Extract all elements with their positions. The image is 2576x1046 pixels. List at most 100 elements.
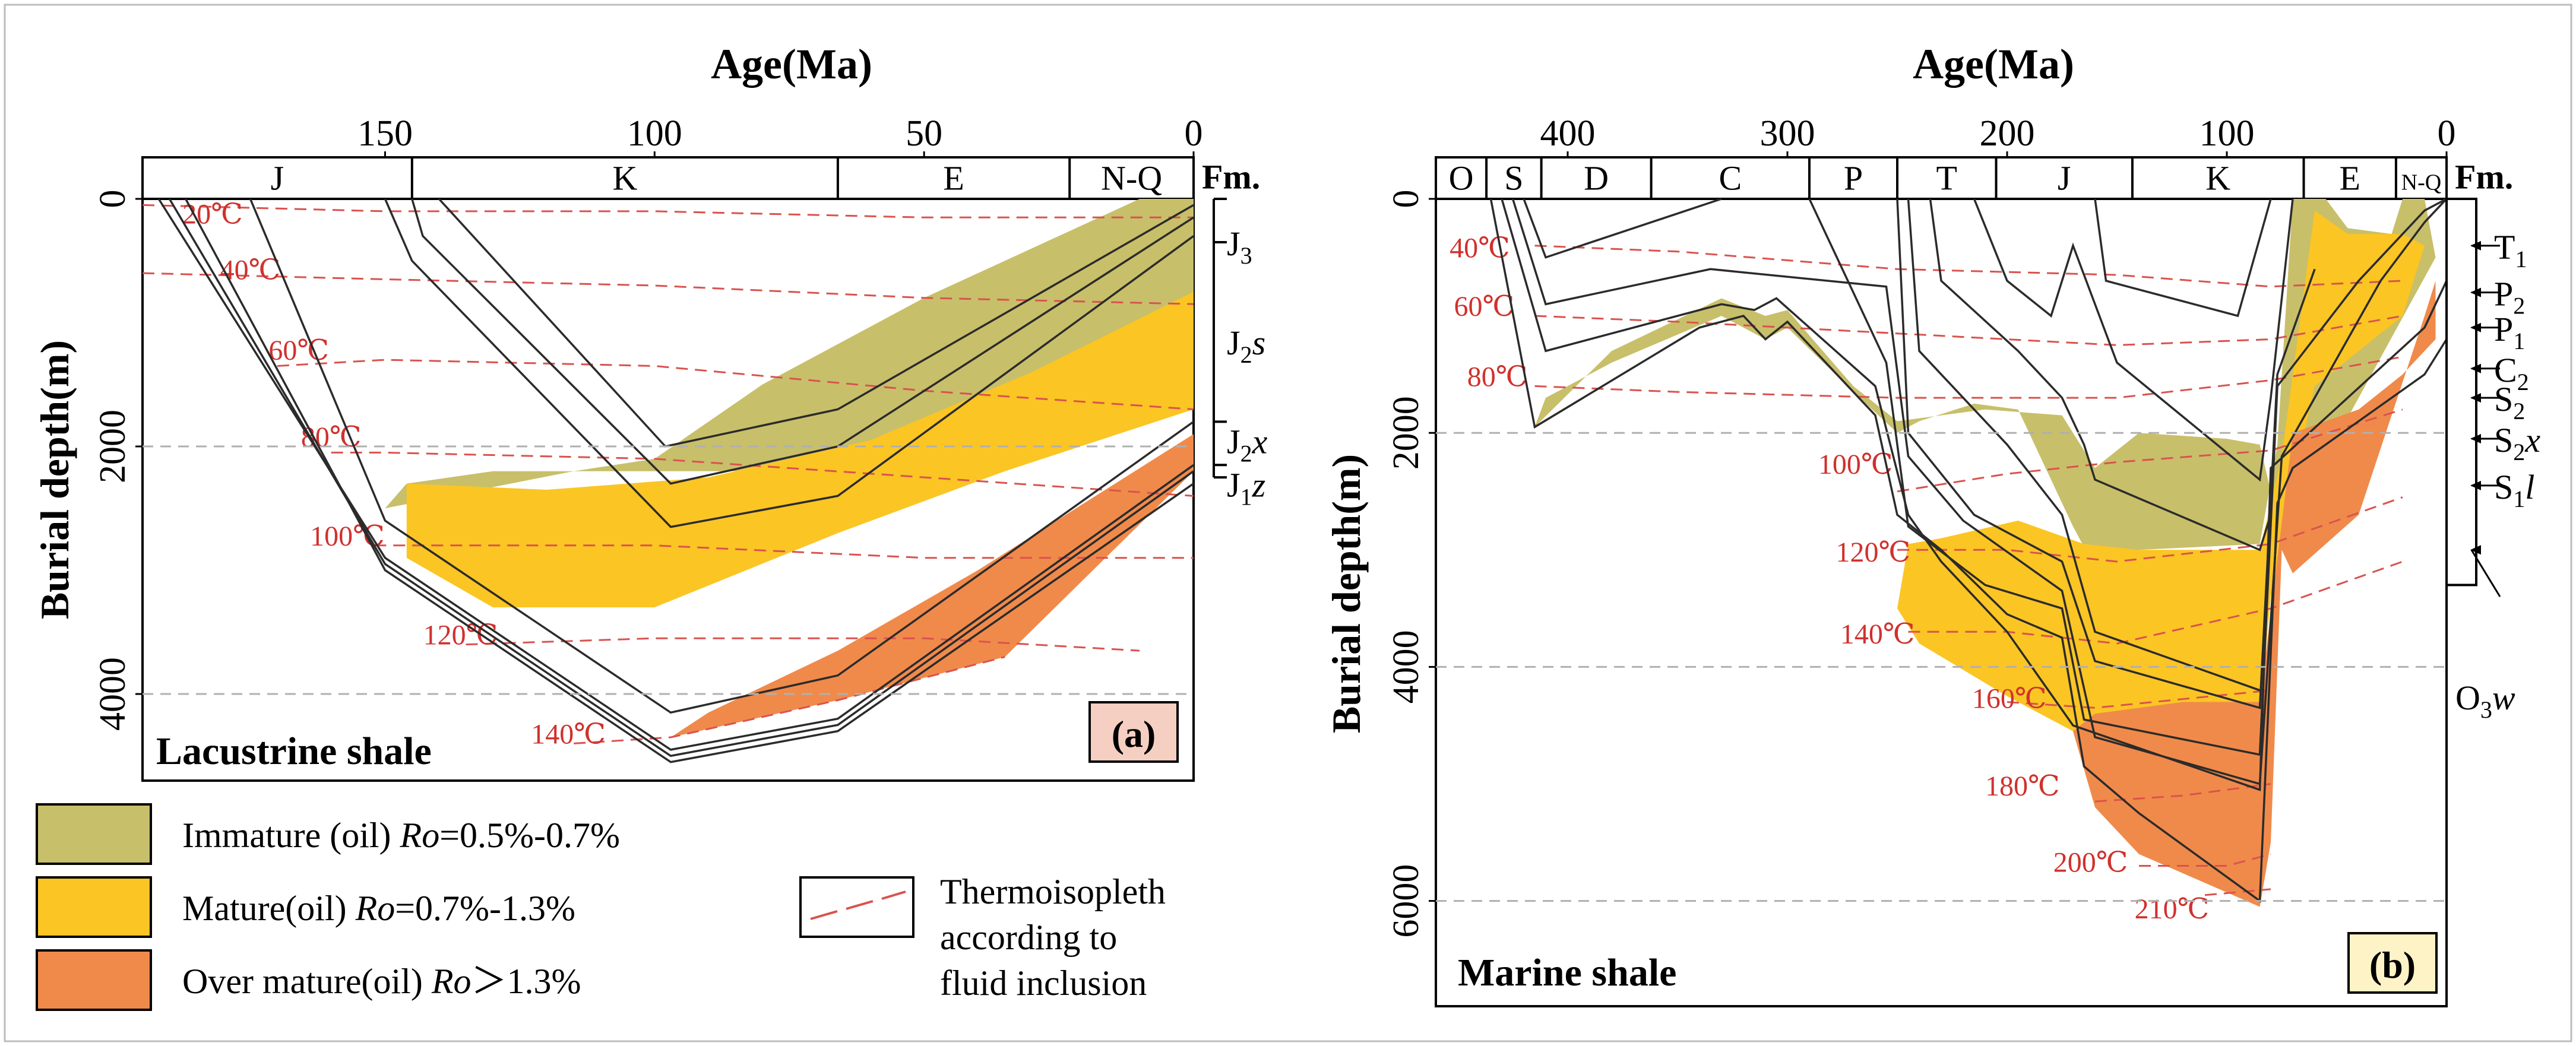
formation-arrowhead xyxy=(2470,434,2481,444)
isotherm-line xyxy=(466,637,1140,652)
burial-curve xyxy=(1973,198,2294,482)
x-tick-label: 150 xyxy=(357,113,413,154)
panel-a-title: Lacustrine shale xyxy=(156,730,432,773)
isotherm-line xyxy=(2204,888,2271,896)
mature-zone xyxy=(406,291,1194,608)
burial-curve xyxy=(1929,198,2272,551)
isotherm-line xyxy=(2139,853,2271,867)
formation-label: S1l xyxy=(2494,468,2534,512)
isotherm-label: 120℃ xyxy=(423,620,498,651)
period-label: D xyxy=(1584,159,1609,198)
figure-border xyxy=(4,4,2572,1042)
isotherm-label: 160℃ xyxy=(1972,683,2047,714)
isotherm-line xyxy=(2007,689,2271,709)
legend-label-immature: Immature (oil) Ro=0.5%-0.7% xyxy=(182,816,620,855)
period-label: N-Q xyxy=(1101,159,1162,198)
formation-arrowhead xyxy=(2470,545,2481,555)
legend: Immature (oil) Ro=0.5%-0.7% Mature(oil) … xyxy=(36,803,1166,1011)
isotherm-label: 140℃ xyxy=(531,718,606,750)
isotherm-line xyxy=(1534,245,2403,288)
isotherm-label: 180℃ xyxy=(1985,771,2060,802)
panel-a-xlabel: Age(Ma) xyxy=(711,40,872,88)
panel-b-label-box xyxy=(2347,932,2438,994)
formation-column xyxy=(2445,198,2477,587)
x-tick-label: 300 xyxy=(1760,113,1815,154)
formation-label: P2 xyxy=(2494,275,2525,319)
isotherm-label: 210℃ xyxy=(2135,893,2210,925)
period-label: J xyxy=(271,159,284,198)
formation-arrowhead xyxy=(2470,240,2481,251)
period-label: E xyxy=(2339,159,2360,198)
y-tick-label: 0 xyxy=(93,190,133,208)
burial-curve xyxy=(249,198,1195,714)
isotherm-line xyxy=(142,272,1194,305)
formation-arrowhead xyxy=(2470,393,2481,403)
isotherm-line xyxy=(1897,408,2403,493)
period-label: T xyxy=(1936,159,1957,198)
isotherm-label: 200℃ xyxy=(2053,847,2128,878)
overmature-zone xyxy=(670,434,1194,737)
legend-label-overmature: Over mature(oil) Ro＞1.3% xyxy=(182,962,581,1001)
x-tick-label: 200 xyxy=(1980,113,2035,154)
panel-a: Age(Ma) J K E N-Q Fm. 20℃40℃60℃80℃100℃120℃14… xyxy=(32,40,1268,782)
legend-label-mature: Mature(oil) Ro=0.7%-1.3% xyxy=(182,889,575,928)
plot-frame xyxy=(1435,198,2448,1007)
x-tick-label: 100 xyxy=(627,113,682,154)
formation-label: S2x xyxy=(2494,421,2540,465)
legend-swatch-mature xyxy=(36,876,152,938)
panel-b: Age(Ma) O S D C P T J K E N-Q Fm. 40℃60℃80℃100℃120… xyxy=(1324,40,2540,1007)
formation-label: J2x xyxy=(1227,423,1268,467)
period-label: K xyxy=(612,159,637,198)
isotherm-line xyxy=(1534,356,2403,399)
isotherm-label: 140℃ xyxy=(1840,619,1915,650)
period-label: K xyxy=(2205,159,2230,198)
panel-a-ylabel: Burial depth(m) xyxy=(32,340,77,619)
isotherm-line xyxy=(142,204,1194,218)
formation-label: J1z xyxy=(1227,466,1265,511)
formation-label: P1 xyxy=(2494,310,2525,354)
burial-curve xyxy=(157,198,1195,751)
formation-arrow xyxy=(2470,549,2501,597)
formation-label: J3 xyxy=(1227,224,1252,269)
fm-header: Fm. xyxy=(2455,158,2513,196)
panel-a-label-box xyxy=(1088,701,1179,763)
plot-frame xyxy=(141,198,1195,782)
x-tick-label: 400 xyxy=(1540,113,1596,154)
isotherm-line xyxy=(374,544,1194,559)
x-tick-label: 0 xyxy=(2438,113,2456,154)
fm-header: Fm. xyxy=(1202,158,1260,196)
isotherm-label: 100℃ xyxy=(1818,449,1893,480)
legend-thermo-line-1: Thermoisopleth xyxy=(940,872,1166,911)
period-label: J xyxy=(2058,159,2071,198)
isotherm-label: 120℃ xyxy=(1836,537,1910,568)
period-label: E xyxy=(943,159,964,198)
isotherm-label: 60℃ xyxy=(268,335,329,366)
legend-thermo-line-3: fluid inclusion xyxy=(940,963,1147,1003)
x-tick-label: 100 xyxy=(2200,113,2255,154)
formation-arrowhead xyxy=(2470,363,2481,373)
formation-label: O3w xyxy=(2455,679,2515,723)
legend-swatch-overmature xyxy=(36,949,152,1011)
panel-b-label: (b) xyxy=(2369,944,2416,986)
formation-arrowhead xyxy=(2470,287,2481,297)
burial-curve xyxy=(384,198,1195,528)
burial-curve xyxy=(2094,198,2272,318)
isotherm-line xyxy=(574,656,1005,744)
burial-curve xyxy=(1808,198,2447,756)
formation-arrowhead xyxy=(2470,322,2481,332)
immature-zone xyxy=(1534,199,2436,568)
formation-label: J2s xyxy=(1227,324,1265,368)
mature-zone xyxy=(1897,210,2425,743)
y-tick-label: 4000 xyxy=(93,657,133,731)
y-tick-label: 0 xyxy=(1386,190,1426,208)
y-tick-label: 2000 xyxy=(1386,396,1426,470)
burial-curve xyxy=(438,198,1194,448)
burial-curve xyxy=(411,198,1194,485)
burial-curve xyxy=(1511,198,2448,785)
legend-swatch-thermoisopleth xyxy=(799,876,914,938)
period-label: S xyxy=(1504,159,1523,198)
y-tick-label: 4000 xyxy=(1386,630,1426,703)
burial-curve xyxy=(1907,198,2261,692)
period-bar xyxy=(1435,156,2448,200)
